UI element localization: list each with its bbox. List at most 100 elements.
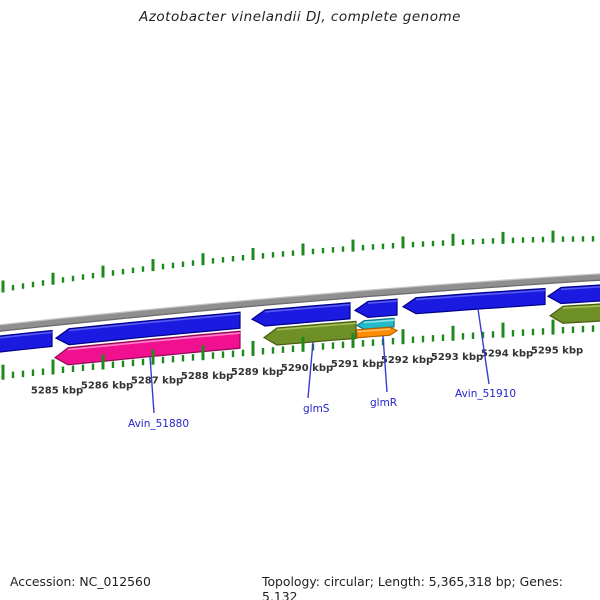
minor-tick	[391, 337, 395, 345]
gene-arrow-gene-j[interactable]	[356, 326, 399, 339]
major-tick	[201, 345, 205, 361]
minor-tick	[361, 244, 365, 251]
minor-tick	[111, 361, 115, 368]
minor-tick	[371, 244, 375, 250]
minor-tick	[41, 280, 45, 286]
minor-tick	[181, 261, 185, 267]
minor-tick	[71, 365, 75, 372]
minor-tick	[61, 366, 65, 373]
minor-tick	[591, 325, 595, 332]
minor-tick	[191, 354, 195, 361]
major-tick	[51, 272, 55, 285]
gene-arrow-highlight	[560, 285, 600, 291]
minor-tick	[291, 345, 295, 353]
major-tick	[501, 231, 505, 244]
gene-arrow-highlight	[562, 305, 600, 309]
minor-tick	[371, 339, 375, 346]
major-tick	[501, 322, 505, 338]
gene-arrow-Avin_51880[interactable]	[53, 330, 241, 366]
minor-tick	[221, 257, 225, 263]
ruler-label: 5286 kbp	[81, 381, 133, 392]
gene-label-Avin_51910[interactable]: Avin_51910	[455, 388, 516, 400]
minor-tick	[191, 260, 195, 266]
ruler-tick-track	[1, 319, 595, 380]
minor-tick	[441, 334, 445, 341]
gene-arrow-gene-c[interactable]	[250, 302, 351, 327]
gene-label-glmS[interactable]: glmS	[303, 403, 330, 415]
minor-tick	[461, 333, 465, 340]
minor-tick	[421, 335, 425, 343]
minor-tick	[571, 236, 575, 242]
minor-tick	[131, 267, 135, 274]
major-tick	[251, 248, 255, 260]
minor-tick	[161, 356, 165, 364]
minor-tick	[271, 347, 275, 354]
gene-arrow-highlight	[415, 289, 546, 301]
minor-tick	[481, 331, 485, 339]
minor-tick	[331, 247, 335, 253]
gene-arrow-gene-b[interactable]	[54, 311, 241, 346]
minor-tick	[61, 277, 65, 283]
minor-tick	[81, 274, 85, 280]
ruler-label: 5290 kbp	[281, 363, 333, 374]
minor-tick	[141, 266, 145, 272]
accession-text: Accession: NC_012560	[10, 574, 151, 589]
minor-tick	[531, 237, 535, 243]
minor-tick	[571, 326, 575, 333]
callout-line-glmR	[382, 335, 388, 393]
major-tick	[151, 349, 155, 365]
minor-tick	[31, 369, 35, 376]
minor-tick	[241, 349, 245, 357]
minor-tick	[581, 236, 585, 242]
gene-arrow-highlight	[367, 300, 398, 304]
callout-line-glmS	[307, 341, 314, 399]
map-title: Azotobacter vinelandii DJ, complete geno…	[139, 9, 461, 25]
gene-arrow-gene-d[interactable]	[353, 298, 398, 319]
major-tick	[151, 259, 155, 272]
minor-tick	[181, 355, 185, 362]
minor-tick	[491, 238, 495, 244]
minor-tick	[511, 237, 515, 244]
minor-tick	[471, 239, 475, 245]
gene-arrow-Avin_51910[interactable]	[401, 287, 546, 315]
minor-tick	[111, 270, 115, 276]
upper-tick-track	[1, 230, 595, 293]
gene-label-Avin_51880[interactable]: Avin_51880	[128, 418, 189, 430]
gene-arrow-glmS[interactable]	[262, 320, 357, 346]
minor-tick	[231, 256, 235, 262]
gene-arrow-gene-k[interactable]	[548, 303, 600, 324]
callout-line-Avin_51910	[477, 308, 490, 385]
minor-tick	[221, 351, 225, 358]
minor-tick	[411, 336, 415, 343]
minor-tick	[141, 358, 145, 366]
minor-tick	[71, 275, 75, 282]
major-tick	[251, 340, 255, 356]
major-tick	[201, 253, 205, 266]
minor-tick	[31, 281, 35, 288]
major-tick	[551, 230, 555, 243]
ruler-label: 5287 kbp	[131, 376, 183, 387]
gene-arrow-highlight	[276, 322, 357, 331]
gene-arrow-gene-a[interactable]	[0, 329, 53, 354]
minor-tick	[121, 268, 125, 275]
minor-tick	[561, 327, 565, 334]
minor-tick	[231, 350, 235, 358]
major-tick	[1, 364, 5, 380]
ruler-label: 5289 kbp	[231, 367, 283, 378]
minor-tick	[171, 355, 175, 363]
gene-arrow-highlight	[68, 313, 241, 332]
ruler-label: 5291 kbp	[331, 359, 383, 370]
minor-tick	[511, 330, 515, 337]
ruler-label: 5292 kbp	[381, 355, 433, 366]
callout-line-Avin_51880	[149, 356, 155, 414]
major-tick	[551, 319, 555, 335]
minor-tick	[331, 342, 335, 349]
minor-tick	[541, 236, 545, 243]
minor-tick	[91, 363, 95, 370]
gene-label-glmR[interactable]: glmR	[370, 397, 397, 409]
minor-tick	[311, 248, 315, 255]
minor-tick	[211, 258, 215, 264]
gene-arrow-gene-f[interactable]	[546, 284, 600, 305]
major-tick	[401, 236, 405, 249]
minor-tick	[471, 332, 475, 339]
